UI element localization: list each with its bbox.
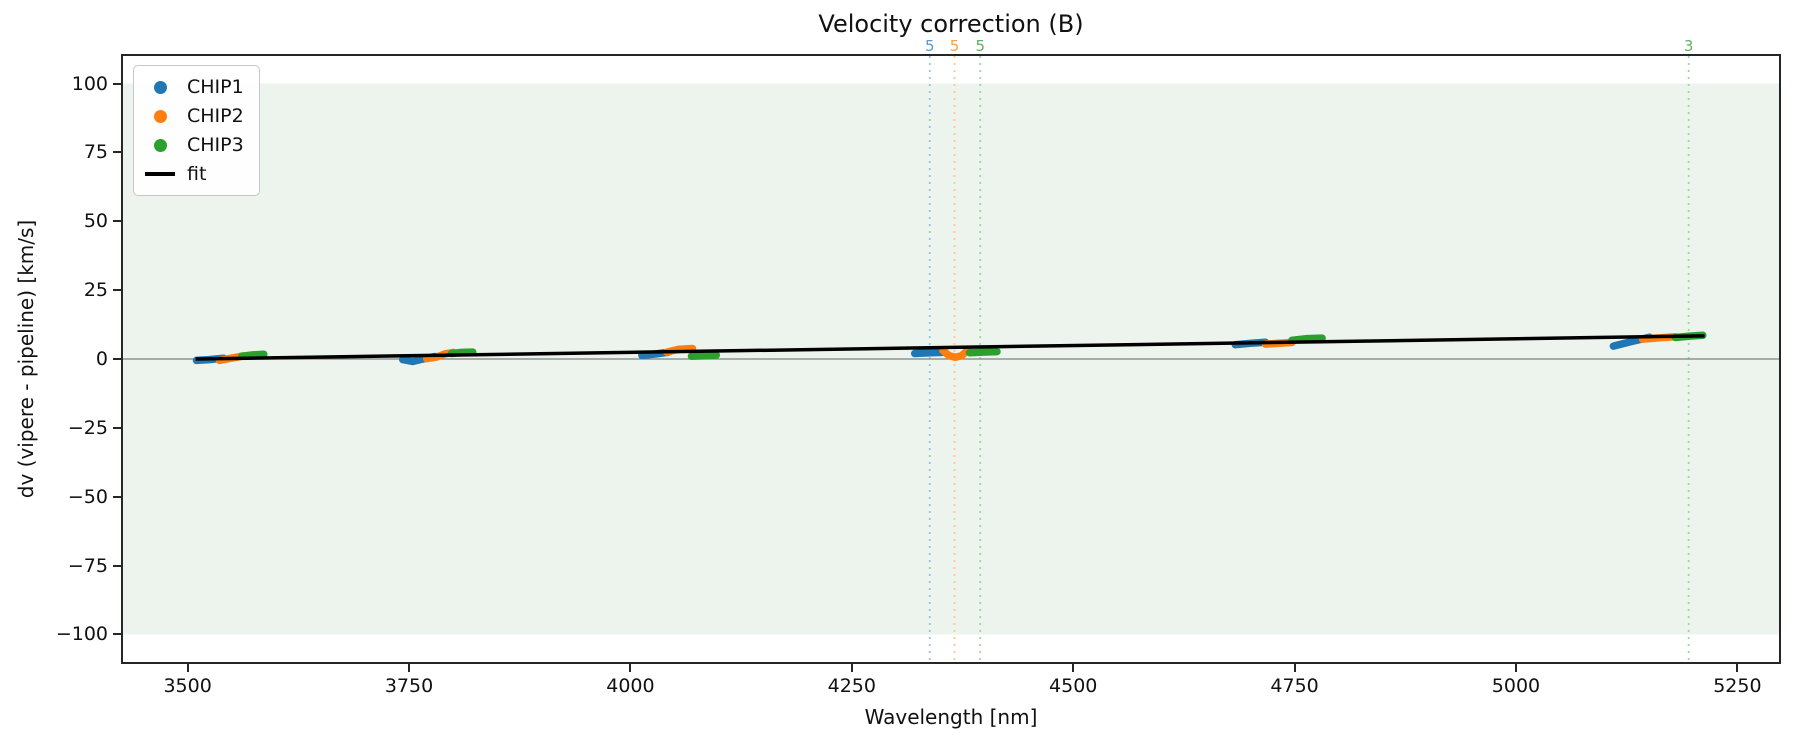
x-tick-mark xyxy=(408,664,411,672)
x-tick-label: 4000 xyxy=(606,675,655,697)
y-tick-mark xyxy=(113,633,121,636)
x-tick-label: 5000 xyxy=(1491,675,1541,697)
x-tick-mark xyxy=(850,664,853,672)
y-tick-mark xyxy=(113,220,121,223)
scatter-segment-chip1 xyxy=(910,348,946,358)
x-tick-label: 4250 xyxy=(827,675,876,697)
marker-vline-label: 5 xyxy=(975,37,985,55)
y-tick-label: 75 xyxy=(83,141,108,164)
legend-dot-icon xyxy=(144,138,176,152)
marker-vline-label: 3 xyxy=(1684,37,1694,55)
x-tick-mark xyxy=(1072,664,1075,672)
scatter-segment-chip2 xyxy=(939,346,972,362)
x-tick-label: 3750 xyxy=(384,675,434,697)
x-tick-label: 3500 xyxy=(163,675,212,697)
legend: CHIP1 CHIP2 CHIP3 fit xyxy=(133,65,260,196)
x-tick-mark xyxy=(1514,664,1517,672)
x-tick-mark xyxy=(1736,664,1739,672)
y-tick-label: −75 xyxy=(67,554,108,577)
legend-label: CHIP1 xyxy=(187,76,244,98)
marker-vline-label: 5 xyxy=(950,37,960,55)
legend-item-fit: fit xyxy=(144,162,244,186)
y-tick-label: −50 xyxy=(67,485,108,508)
legend-label: fit xyxy=(187,163,207,185)
scatter-segment-chip3 xyxy=(687,351,721,360)
y-tick-mark xyxy=(113,564,121,567)
scatter-segment-chip3 xyxy=(237,350,268,360)
legend-dot-icon xyxy=(144,109,176,123)
chart-title: Velocity correction (B) xyxy=(818,10,1084,38)
scatter-segment-chip3 xyxy=(1288,334,1326,345)
legend-line-icon xyxy=(144,172,176,176)
fit-line xyxy=(195,334,1705,361)
x-tick-mark xyxy=(1293,664,1296,672)
legend-marker xyxy=(153,138,167,152)
legend-marker xyxy=(153,80,167,94)
y-tick-label: 25 xyxy=(83,279,108,302)
y-tick-mark xyxy=(113,358,121,360)
marker-vline-label: 5 xyxy=(925,37,935,55)
legend-item-chip3: CHIP3 xyxy=(144,133,244,157)
x-tick-mark xyxy=(186,664,189,672)
y-tick-mark xyxy=(113,495,121,498)
y-tick-label: 50 xyxy=(83,210,108,233)
y-tick-mark xyxy=(113,426,121,429)
x-tick-label: 4500 xyxy=(1049,675,1098,697)
y-tick-mark xyxy=(113,289,121,292)
y-tick-label: 100 xyxy=(71,72,108,95)
y-tick-mark xyxy=(113,151,121,154)
x-axis-label: Wavelength [nm] xyxy=(864,705,1038,729)
legend-dot-icon xyxy=(144,80,176,94)
legend-item-chip2: CHIP2 xyxy=(144,104,244,128)
legend-label: CHIP2 xyxy=(187,105,244,127)
legend-item-chip1: CHIP1 xyxy=(144,75,244,99)
y-tick-mark xyxy=(113,82,121,85)
y-tick-label: −100 xyxy=(55,623,108,646)
x-tick-mark xyxy=(629,664,632,672)
y-tick-label: 0 xyxy=(95,348,108,370)
x-tick-label: 5250 xyxy=(1713,675,1762,697)
y-tick-label: −25 xyxy=(67,416,108,439)
legend-marker xyxy=(145,172,175,176)
scatter-segment-chip3 xyxy=(447,348,477,358)
legend-marker xyxy=(153,109,167,123)
x-tick-label: 4750 xyxy=(1270,675,1319,697)
scatter-segment-chip3 xyxy=(965,347,1001,357)
legend-label: CHIP3 xyxy=(187,134,244,156)
